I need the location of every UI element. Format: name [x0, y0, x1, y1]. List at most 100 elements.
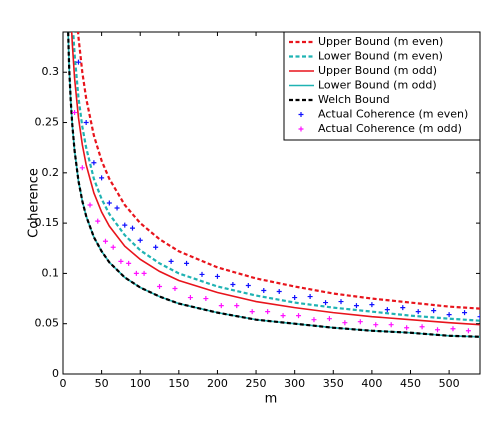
point: [110, 244, 116, 250]
point: [168, 258, 174, 264]
point: [102, 238, 108, 244]
point: [95, 218, 101, 224]
point: [323, 300, 329, 306]
legend-marker: [298, 112, 304, 117]
point: [338, 299, 344, 305]
point: [296, 313, 302, 319]
point: [404, 325, 410, 331]
point: [265, 309, 271, 315]
point: [214, 273, 220, 279]
legend-label: Actual Coherence (m odd): [318, 122, 462, 135]
point: [311, 317, 317, 323]
point: [245, 282, 251, 288]
point: [172, 286, 178, 291]
point: [126, 260, 132, 266]
point: [357, 319, 363, 325]
y-tick-label: 0: [52, 367, 59, 380]
point: [72, 109, 78, 115]
x-tick-label: 50: [95, 377, 109, 390]
y-axis-label: Coherence: [27, 168, 42, 238]
y-tick-label: 0.15: [35, 216, 60, 229]
point: [91, 160, 97, 166]
legend-marker: [298, 126, 304, 132]
point: [141, 270, 147, 276]
point: [75, 59, 81, 65]
x-tick-label: 450: [400, 377, 421, 390]
point: [462, 310, 468, 316]
point: [234, 303, 240, 309]
legend-box: [283, 31, 481, 141]
point: [249, 309, 255, 315]
legend-label: Upper Bound (m odd): [318, 64, 437, 77]
legend-label: Upper Bound (m even): [318, 35, 443, 48]
point: [431, 308, 437, 314]
point: [203, 296, 209, 302]
x-tick-label: 300: [284, 377, 305, 390]
point: [369, 302, 375, 308]
line: [67, 32, 480, 338]
point: [122, 222, 128, 228]
y-tick-label: 0.1: [42, 266, 60, 279]
point: [419, 324, 425, 330]
x-tick-label: 200: [207, 377, 228, 390]
point: [99, 175, 105, 181]
point: [326, 316, 332, 322]
point: [106, 200, 112, 206]
y-tick-label: 0.2: [42, 166, 60, 179]
point: [400, 305, 406, 311]
point: [184, 260, 190, 266]
point: [130, 225, 135, 231]
point: [446, 312, 452, 318]
point: [373, 322, 379, 328]
point: [87, 202, 93, 208]
plot-group: [67, 32, 480, 338]
point: [79, 165, 85, 171]
point: [465, 328, 471, 334]
x-tick-label: 400: [361, 377, 382, 390]
point: [137, 237, 143, 243]
line: [76, 32, 480, 310]
point: [435, 327, 441, 333]
legend-label: Actual Coherence (m even): [318, 108, 468, 121]
line: [72, 32, 480, 322]
point: [114, 205, 120, 211]
y-tick-label: 0.3: [42, 65, 60, 78]
point: [157, 283, 163, 289]
point: [230, 281, 236, 287]
point: [388, 322, 394, 328]
point: [342, 320, 348, 326]
point: [384, 307, 390, 313]
point: [276, 289, 282, 295]
point: [199, 271, 205, 277]
x-tick-label: 0: [60, 377, 67, 390]
x-tick-label: 150: [168, 377, 189, 390]
y-tick-label: 0.25: [35, 116, 60, 129]
point: [153, 244, 159, 250]
point: [83, 120, 89, 126]
legend: Upper Bound (m even) Lower Bound (m even)…: [283, 31, 481, 141]
legend-label: Lower Bound (m even): [318, 50, 443, 63]
point: [477, 314, 480, 320]
point: [261, 288, 267, 294]
x-tick-label: 250: [246, 377, 267, 390]
point: [187, 295, 193, 301]
point: [118, 258, 124, 264]
x-tick-label: 350: [323, 377, 344, 390]
legend-label: Welch Bound: [318, 93, 390, 106]
x-tick-label: 500: [439, 377, 460, 390]
point: [218, 303, 224, 309]
legend-label: Lower Bound (m odd): [318, 79, 437, 92]
axes: 0 50 100 150 200 250 300 350 400 450 500 0 0.05 0.1 0.…: [35, 32, 480, 390]
point: [353, 303, 359, 309]
point: [292, 295, 298, 301]
point: [133, 270, 139, 276]
point: [280, 313, 286, 319]
point: [307, 294, 313, 300]
point: [415, 309, 421, 315]
line: [70, 32, 480, 326]
x-tick-label: 100: [130, 377, 151, 390]
x-axis-label: m: [265, 392, 278, 407]
y-tick-label: 0.05: [35, 317, 60, 330]
point: [450, 326, 456, 332]
